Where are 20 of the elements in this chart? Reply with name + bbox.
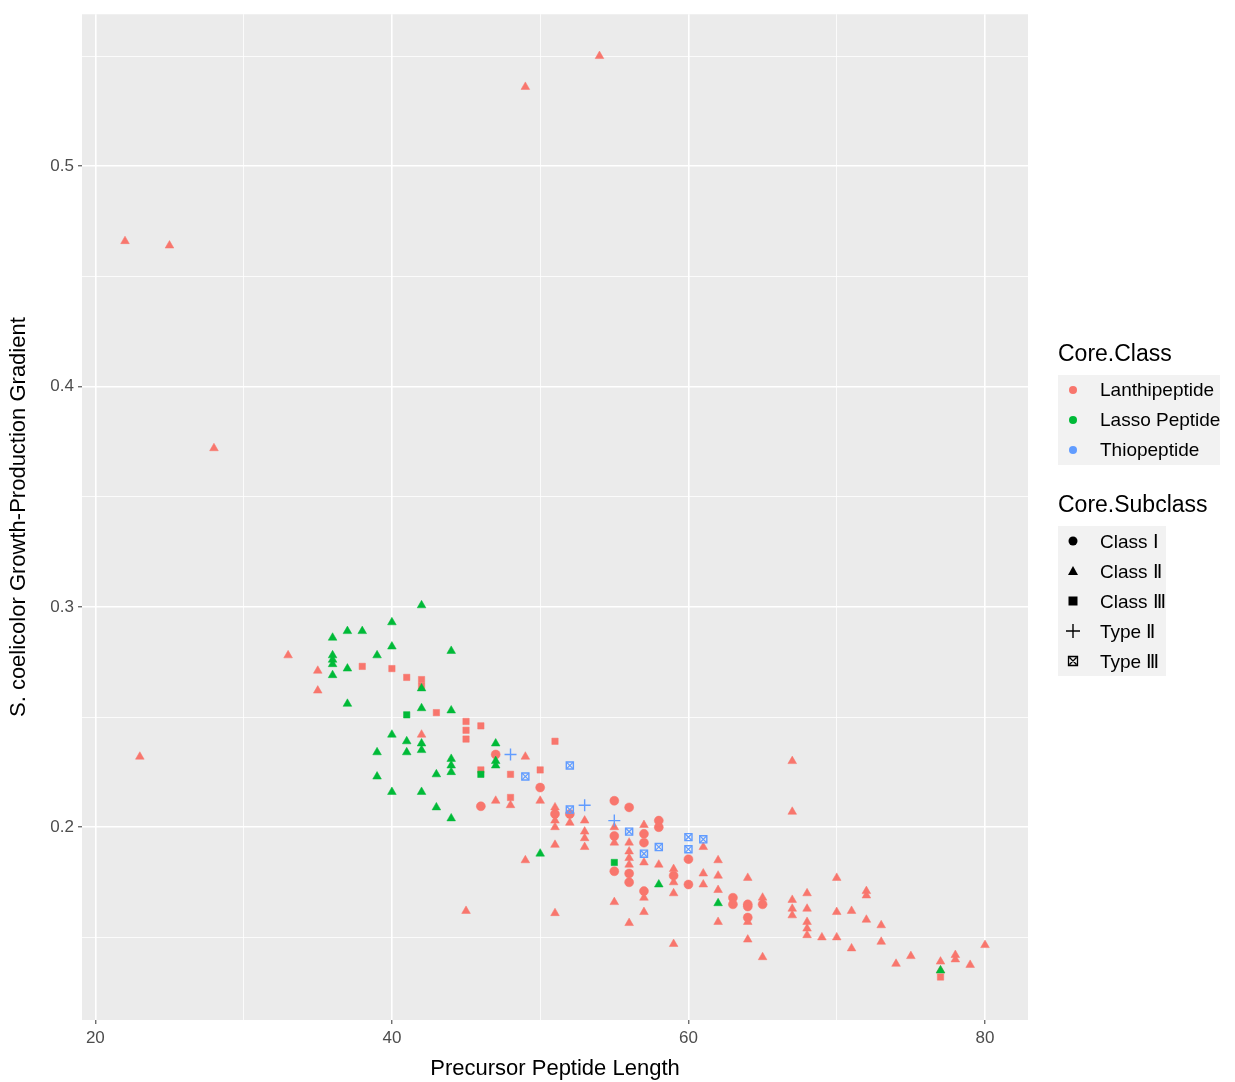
text: Type Ⅱ (1099, 619, 1156, 643)
text: Class Ⅲ (1099, 589, 1166, 613)
text: Class Ⅱ (1099, 559, 1162, 583)
text: Type Ⅲ (1099, 649, 1160, 673)
y-tick-label: 0.4 (50, 376, 74, 396)
text: Class Ⅰ (1099, 529, 1159, 553)
text: Core.Subclass (1058, 491, 1209, 518)
x-tick-label: 60 (678, 1027, 698, 1047)
x-axis-title: Precursor Peptide Length (430, 1054, 680, 1080)
x-tick-label: 20 (85, 1027, 105, 1047)
x-tick-label: 80 (975, 1027, 995, 1047)
y-tick-label: 0.3 (50, 596, 74, 616)
legend-title: Core.Class (1058, 340, 1173, 367)
legend-label: Lasso Peptide (1099, 409, 1221, 431)
legend-label: Lanthipeptide (1099, 379, 1215, 401)
legend-label: Thiopeptide (1099, 439, 1200, 461)
y-tick-label: 0.5 (50, 155, 74, 175)
x-tick-label: 40 (382, 1027, 402, 1047)
y-axis-title: S. coelicolor Growth-Production Gradient (5, 317, 31, 718)
y-tick-label: 0.2 (50, 816, 74, 836)
